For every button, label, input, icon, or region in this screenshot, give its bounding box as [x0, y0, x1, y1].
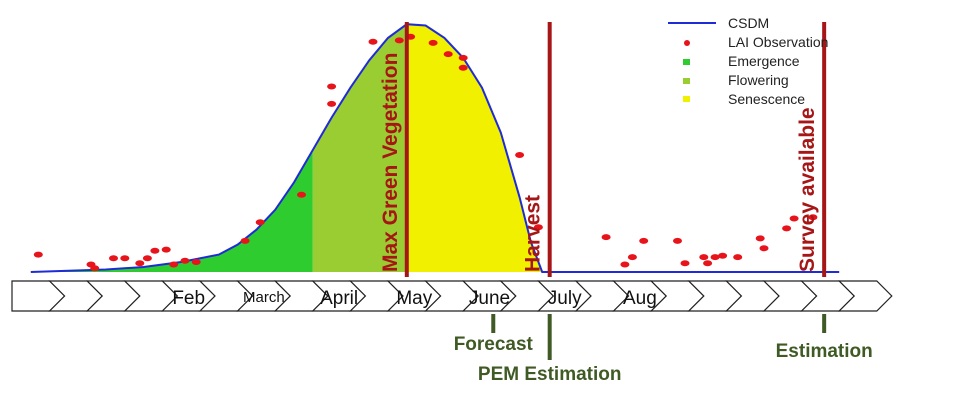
stage-lines: Max Green Vegetation Harvest Survey availa… — [379, 22, 827, 277]
legend-senescence-swatch — [683, 96, 690, 102]
timeline-chevron — [837, 280, 893, 312]
lai-observation-point — [142, 255, 152, 262]
lai-observation-point — [169, 261, 179, 268]
legend-flowering-swatch — [683, 78, 690, 84]
lai-observation-point — [33, 251, 43, 258]
lai-observation-point — [699, 254, 709, 261]
phase-area-flowering — [312, 24, 407, 273]
lai-observation-point — [718, 252, 728, 259]
event-label: PEM Estimation — [478, 364, 622, 385]
lai-observation-point — [533, 224, 543, 231]
lai-observation-point — [458, 64, 468, 71]
lai-observation-point — [368, 38, 378, 45]
lai-observation-point — [191, 259, 201, 265]
legend-csdm-label: CSDM — [728, 15, 769, 31]
lai-observation-point — [703, 260, 713, 267]
lai-observation-point — [180, 257, 190, 264]
lai-observation-point — [109, 255, 118, 262]
legend-emergence-swatch — [683, 59, 690, 65]
observation-layer — [33, 33, 818, 272]
lai-observation-point — [639, 237, 649, 244]
legend-flowering-label: Flowering — [728, 72, 789, 88]
legend-observation-swatch — [684, 40, 690, 46]
month-label: Feb — [172, 288, 205, 309]
lai-observation-point — [710, 254, 720, 261]
lai-observation-point — [458, 54, 468, 61]
lai-observation-point — [150, 247, 160, 254]
lai-observation-point — [680, 260, 690, 267]
month-label: July — [548, 288, 582, 309]
lai-observation-point — [759, 245, 769, 252]
month-label: May — [396, 288, 432, 309]
lai-observation-point — [789, 215, 799, 222]
lai-observation-point — [515, 152, 525, 158]
lai-observation-point — [443, 51, 453, 58]
lai-observation-point — [255, 219, 265, 226]
lai-observation-point — [782, 225, 792, 232]
phase-area-senescence — [406, 24, 543, 273]
legend-senescence-label: Senescence — [728, 91, 805, 107]
event-label: Forecast — [454, 334, 534, 355]
lai-observation-point — [601, 234, 611, 241]
month-label: March — [243, 289, 285, 306]
month-label: June — [469, 288, 510, 309]
legend: CSDM LAI Observation Emergence Flowering… — [668, 15, 828, 107]
lai-observation-point — [755, 235, 765, 242]
lai-observation-point — [327, 83, 337, 90]
lai-observation-point — [733, 254, 743, 261]
lai-observation-point — [673, 237, 682, 244]
lai-observation-point — [808, 214, 818, 221]
event-label: Estimation — [776, 341, 873, 362]
lai-observation-point — [620, 261, 630, 268]
lai-observation-point — [297, 191, 306, 198]
phase-area-emergence — [30, 150, 313, 272]
legend-emergence-label: Emergence — [728, 53, 800, 69]
legend-observation-label: LAI Observation — [728, 34, 828, 50]
lai-observation-point — [627, 254, 637, 261]
stage-line-label: Harvest — [522, 195, 545, 272]
lai-observation-point — [327, 100, 337, 107]
event-markers: Forecast PEM Estimation Estimation — [454, 314, 873, 385]
month-label: April — [320, 288, 358, 309]
lai-observation-point — [428, 39, 438, 46]
lai-observation-point — [240, 237, 250, 244]
stage-line-label: Survey available — [796, 107, 819, 272]
stage-line-label: Max Green Vegetation — [379, 53, 402, 272]
month-label: Aug — [623, 288, 657, 309]
lai-observation-point — [394, 37, 404, 44]
timeline: Feb March April May June July Aug — [11, 280, 893, 312]
lai-observation-point — [120, 255, 130, 262]
lai-observation-point — [135, 260, 145, 267]
lai-observation-point — [161, 246, 171, 253]
lai-observation-point — [90, 265, 100, 272]
